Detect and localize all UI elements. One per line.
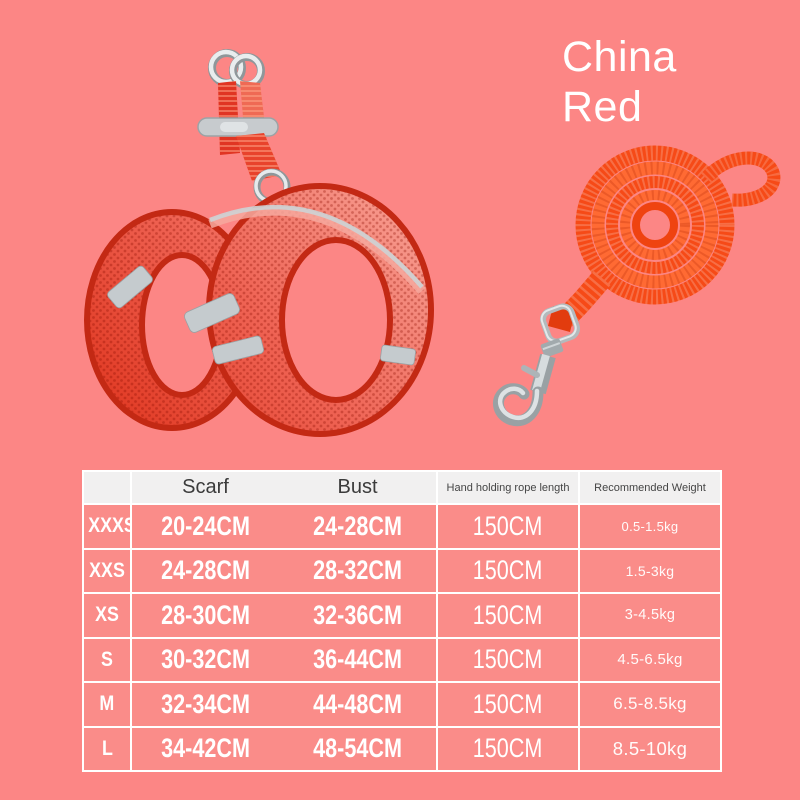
leash-handle-loop: [701, 151, 781, 207]
col-header-size: [82, 470, 132, 505]
size-chart-table: Scarf Bust Hand holding rope length Reco…: [82, 470, 722, 772]
size-label: M: [82, 681, 132, 728]
leash-coil: [575, 145, 735, 305]
colorway-title: China Red: [562, 33, 677, 132]
size-label: XXXS: [82, 503, 132, 550]
col-header-bust: Bust: [279, 470, 438, 505]
piping-reflective: [209, 204, 424, 289]
scarf-value: 32-34CM: [130, 681, 279, 728]
bust-value: 36-44CM: [279, 636, 438, 683]
table-row: L 34-42CM 48-54CM 150CM 8.5-10kg: [82, 725, 722, 772]
weight-value: 8.5-10kg: [578, 725, 722, 772]
weight-value: 6.5-8.5kg: [578, 681, 722, 728]
col-header-weight: Recommended Weight: [578, 470, 722, 505]
table-row: S 30-32CM 36-44CM 150CM 4.5-6.5kg: [82, 636, 722, 683]
col-header-rope-length: Hand holding rope length: [436, 470, 580, 505]
bust-value: 44-48CM: [279, 681, 438, 728]
table-row: XS 28-30CM 32-36CM 150CM 3-4.5kg: [82, 592, 722, 639]
size-label: S: [82, 636, 132, 683]
snap-hook-trigger: [521, 365, 540, 378]
leash-strap: [548, 270, 611, 332]
metal-d-rings: [208, 49, 265, 89]
harness-vest: [83, 183, 435, 437]
size-chart-header-row: Scarf Bust Hand holding rope length Reco…: [82, 470, 722, 505]
bust-value: 24-28CM: [279, 503, 438, 550]
bust-value: 48-54CM: [279, 725, 438, 772]
snap-hook: [492, 303, 581, 427]
scarf-value: 34-42CM: [130, 725, 279, 772]
weight-value: 3-4.5kg: [578, 592, 722, 639]
rope-length-value: 150CM: [436, 503, 580, 550]
scarf-value: 20-24CM: [130, 503, 279, 550]
size-label: XXS: [82, 547, 132, 594]
scarf-value: 30-32CM: [130, 636, 279, 683]
size-label: L: [82, 725, 132, 772]
rope-length-value: 150CM: [436, 681, 580, 728]
reflective-strips: [107, 265, 416, 366]
harness-photo: [83, 49, 435, 437]
weight-value: 1.5-3kg: [578, 547, 722, 594]
rope-length-value: 150CM: [436, 547, 580, 594]
col-header-scarf: Scarf: [130, 470, 279, 505]
leash-photo: [492, 145, 781, 427]
rope-length-value: 150CM: [436, 725, 580, 772]
bust-value: 32-36CM: [279, 592, 438, 639]
scarf-value: 28-30CM: [130, 592, 279, 639]
table-row: XXXS 20-24CM 24-28CM 150CM 0.5-1.5kg: [82, 503, 722, 550]
table-row: M 32-34CM 44-48CM 150CM 6.5-8.5kg: [82, 681, 722, 728]
rope-length-value: 150CM: [436, 592, 580, 639]
weight-value: 0.5-1.5kg: [578, 503, 722, 550]
size-label: XS: [82, 592, 132, 639]
scarf-value: 24-28CM: [130, 547, 279, 594]
piping-pink: [208, 206, 426, 294]
bust-value: 28-32CM: [279, 547, 438, 594]
table-row: XXS 24-28CM 28-32CM 150CM 1.5-3kg: [82, 547, 722, 594]
strap-adjuster: [197, 117, 279, 137]
weight-value: 4.5-6.5kg: [578, 636, 722, 683]
rope-length-value: 150CM: [436, 636, 580, 683]
